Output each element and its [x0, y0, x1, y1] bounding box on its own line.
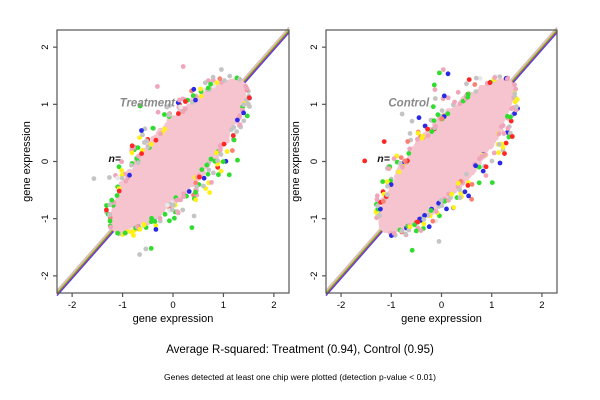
y-axis-title: gene expression	[21, 121, 33, 202]
panel-treatment: n= -2 -1 0 1 2 gene expression -2 -1 0 1 2 gene expr…	[21, 26, 290, 325]
svg-text:1: 1	[309, 102, 320, 107]
n-genes-label: n=	[377, 153, 390, 165]
x-axis: -2 -1 0 1 2 gene expression	[68, 293, 277, 325]
svg-text:2: 2	[271, 300, 276, 311]
svg-text:-2: -2	[68, 300, 76, 311]
edge-points	[91, 64, 252, 257]
scatter-cloud	[378, 78, 515, 234]
x-axis-title: gene expression	[401, 313, 482, 325]
panel-title: Control	[388, 97, 430, 109]
y-axis: -2 -1 0 1 2 gene expression	[21, 45, 57, 280]
y-axis: -2 -1 0 1 2 gene expression	[290, 45, 326, 280]
svg-text:-1: -1	[40, 214, 51, 222]
svg-text:-2: -2	[40, 272, 51, 280]
svg-text:2: 2	[539, 300, 544, 311]
svg-text:1: 1	[40, 102, 51, 107]
edge-points	[362, 67, 520, 253]
x-axis-title: gene expression	[133, 313, 214, 325]
svg-text:-2: -2	[309, 272, 320, 280]
svg-text:2: 2	[309, 45, 320, 50]
svg-text:0: 0	[40, 159, 51, 164]
panel-control: n= -2 -1 0 1 2 gene expression -2 -1 0 1 2 gene expr…	[290, 26, 558, 325]
svg-text:2: 2	[40, 45, 51, 50]
y-axis-title: gene expression	[290, 121, 302, 202]
plot-footnote: Genes detected at least one chip were pl…	[164, 372, 436, 382]
panel-title: Treatment	[120, 97, 177, 109]
svg-text:0: 0	[309, 159, 320, 164]
svg-text:1: 1	[489, 300, 494, 311]
svg-text:-1: -1	[309, 214, 320, 222]
n-genes-label: n=	[109, 153, 122, 165]
svg-text:-1: -1	[118, 300, 126, 311]
svg-text:-1: -1	[387, 300, 395, 311]
x-axis: -2 -1 0 1 2 gene expression	[337, 293, 545, 325]
svg-text:-2: -2	[337, 300, 345, 311]
r-squared-caption: Average R-squared: Treatment (0.94), Con…	[166, 344, 434, 356]
svg-text:1: 1	[221, 300, 226, 311]
svg-text:0: 0	[439, 300, 444, 311]
svg-text:0: 0	[170, 300, 175, 311]
